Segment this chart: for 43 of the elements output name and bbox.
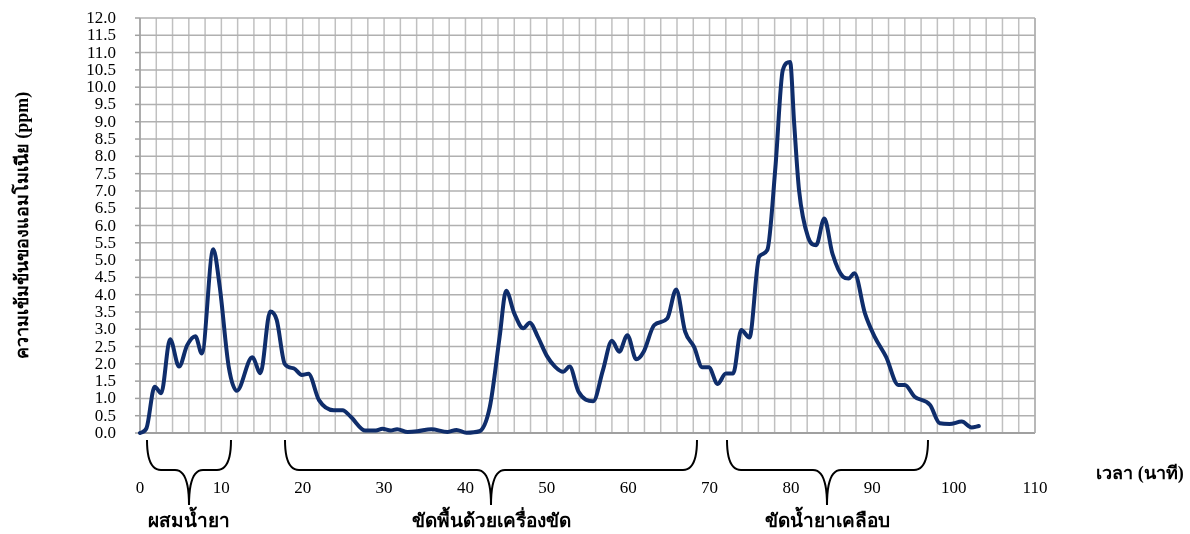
x-axis-title: เวลา (นาที): [1096, 463, 1184, 484]
y-tick-label: 9.5: [94, 94, 116, 114]
y-tick-label: 11.0: [86, 42, 116, 62]
x-tick-label: 50: [538, 478, 556, 497]
y-tick-label: 5.0: [94, 250, 116, 270]
line-series: [138, 59, 981, 435]
y-tick-label: 3.5: [94, 301, 116, 321]
text: ขัดพื้นด้วยเครื่องขัด: [411, 506, 571, 531]
y-tick-label: 7.5: [94, 163, 116, 183]
y-tick-label: 3.0: [94, 319, 116, 339]
y-tick-label: 2.0: [94, 353, 116, 373]
y-tick-label: 4.5: [94, 267, 116, 287]
y-tick-label: 0.5: [94, 405, 116, 425]
y-tick-label: 1.0: [94, 388, 116, 408]
y-tick-label: 10.5: [86, 59, 116, 79]
y-tick-label: 6.0: [94, 215, 116, 235]
x-tick-label: 90: [863, 478, 881, 497]
x-tick-label: 80: [782, 478, 800, 497]
x-tick-label: 30: [375, 478, 393, 497]
x-tick-label: 110: [1022, 478, 1048, 497]
x-tick-label: 0: [135, 478, 145, 497]
y-axis-title: ความเข้มข้นของแอมโมเนีย (ppm): [11, 91, 33, 360]
y-tick-label: 7.0: [94, 180, 116, 200]
y-tick-label: 0.0: [94, 423, 116, 442]
x-tick-label: 40: [456, 478, 474, 497]
y-tick-label: 9.0: [94, 111, 116, 131]
text: ขัดน้ำยาเคลือบ: [764, 506, 890, 531]
y-tick-label: 11.5: [86, 25, 116, 45]
y-tick-label: 8.5: [94, 129, 116, 149]
x-tick-label: 100: [940, 478, 967, 497]
y-tick-label: 10.0: [86, 77, 116, 97]
y-tick-label: 1.5: [94, 371, 116, 391]
text: ผสมน้ำยา: [148, 506, 230, 531]
y-tick-label: 5.5: [94, 232, 116, 252]
y-tick-label: 12.0: [86, 8, 116, 27]
y-tick-label: 8.0: [94, 146, 116, 166]
y-tick-label: 6.5: [94, 198, 116, 218]
y-tick-label: 2.5: [94, 336, 116, 356]
x-tick-label: 20: [294, 478, 312, 497]
y-tick-label: 4.0: [94, 284, 116, 304]
x-tick-label: 60: [619, 478, 637, 497]
x-tick-label: 70: [701, 478, 719, 497]
x-tick-label: 10: [212, 478, 230, 497]
